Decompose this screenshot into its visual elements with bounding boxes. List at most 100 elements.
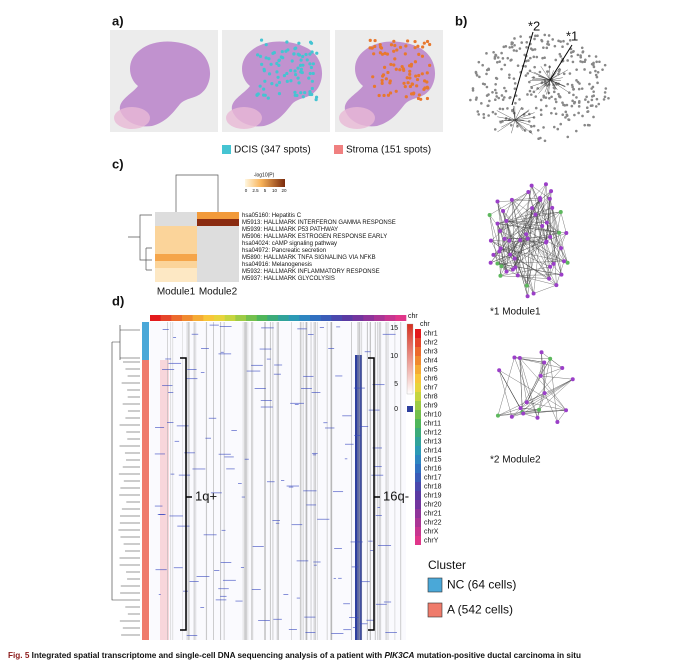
node — [488, 213, 492, 217]
colorbar-tick: 5 — [394, 381, 398, 388]
spot — [301, 71, 304, 74]
node — [540, 109, 543, 112]
node — [502, 98, 505, 101]
node — [508, 73, 511, 76]
spot — [277, 59, 280, 62]
node — [574, 101, 577, 104]
chr-swatch — [415, 419, 421, 428]
colorbar-tick: 10 — [390, 353, 398, 360]
node — [519, 35, 522, 38]
node — [583, 124, 586, 127]
node — [564, 231, 568, 235]
node — [558, 95, 561, 98]
node — [513, 49, 516, 52]
legend-label: A (542 cells) — [447, 603, 513, 617]
node — [577, 112, 580, 115]
scale-tick: 2.5 — [252, 188, 259, 193]
node — [525, 400, 529, 404]
node — [559, 123, 562, 126]
spot — [404, 52, 407, 55]
node — [550, 112, 553, 115]
node — [543, 34, 546, 37]
chr-strip — [150, 315, 161, 321]
node — [494, 89, 497, 92]
node — [560, 366, 564, 370]
chr-label: chr16 — [424, 465, 442, 472]
spot — [411, 82, 414, 85]
chr-swatch — [415, 383, 421, 392]
colorbar — [407, 324, 413, 394]
node — [555, 101, 558, 104]
colorbar-tick: 0 — [394, 406, 398, 413]
node — [579, 60, 582, 63]
spot — [417, 53, 420, 56]
edge — [534, 285, 557, 293]
node — [508, 253, 512, 257]
node — [592, 116, 595, 119]
node — [496, 61, 499, 64]
chr-swatch — [415, 473, 421, 482]
node — [491, 253, 495, 257]
heat-cell — [155, 275, 197, 282]
node — [530, 206, 534, 210]
spot — [292, 52, 295, 55]
spot — [395, 90, 398, 93]
spot — [415, 84, 418, 87]
node — [483, 83, 486, 86]
node — [584, 98, 587, 101]
spot — [408, 70, 411, 73]
spot — [405, 95, 408, 98]
node — [529, 57, 532, 60]
spot — [285, 72, 288, 75]
node — [487, 68, 490, 71]
node — [487, 104, 490, 107]
spot — [270, 82, 273, 85]
node — [500, 68, 503, 71]
node — [503, 237, 507, 241]
node — [503, 96, 506, 99]
spot — [395, 48, 398, 51]
spot — [381, 79, 384, 82]
edge — [512, 198, 540, 200]
node — [548, 235, 552, 239]
node — [514, 82, 517, 85]
node — [578, 88, 581, 91]
node — [540, 113, 543, 116]
node — [478, 76, 481, 79]
edge — [499, 370, 512, 417]
node — [553, 107, 556, 110]
node — [503, 87, 506, 90]
spot — [291, 59, 294, 62]
spot — [260, 38, 263, 41]
node — [547, 40, 550, 43]
panel-label: b) — [455, 13, 467, 28]
spot — [297, 42, 300, 45]
node — [603, 98, 606, 101]
node — [544, 139, 547, 142]
chr-label: chr10 — [424, 411, 442, 418]
spot — [379, 51, 382, 54]
node — [572, 94, 575, 97]
chr-strip — [161, 315, 172, 321]
edge — [530, 80, 550, 81]
chr-swatch — [415, 401, 421, 410]
node — [496, 414, 500, 418]
node — [548, 43, 551, 46]
heat-cell — [155, 226, 197, 233]
node — [571, 105, 574, 108]
node — [540, 39, 543, 42]
node — [489, 239, 493, 243]
chr-strip — [171, 315, 182, 321]
node — [568, 91, 571, 94]
spot — [278, 92, 281, 95]
term-label: hsa04972: Pancreatic secretion — [242, 248, 326, 254]
node — [566, 83, 569, 86]
chr-swatch — [415, 329, 421, 338]
scale-tick: 5 — [264, 188, 267, 193]
node — [569, 72, 572, 75]
caption-label: *2 Module2 — [490, 455, 541, 466]
spot — [289, 69, 292, 72]
heat-cell — [155, 268, 197, 275]
node — [533, 125, 536, 128]
node — [550, 206, 554, 210]
